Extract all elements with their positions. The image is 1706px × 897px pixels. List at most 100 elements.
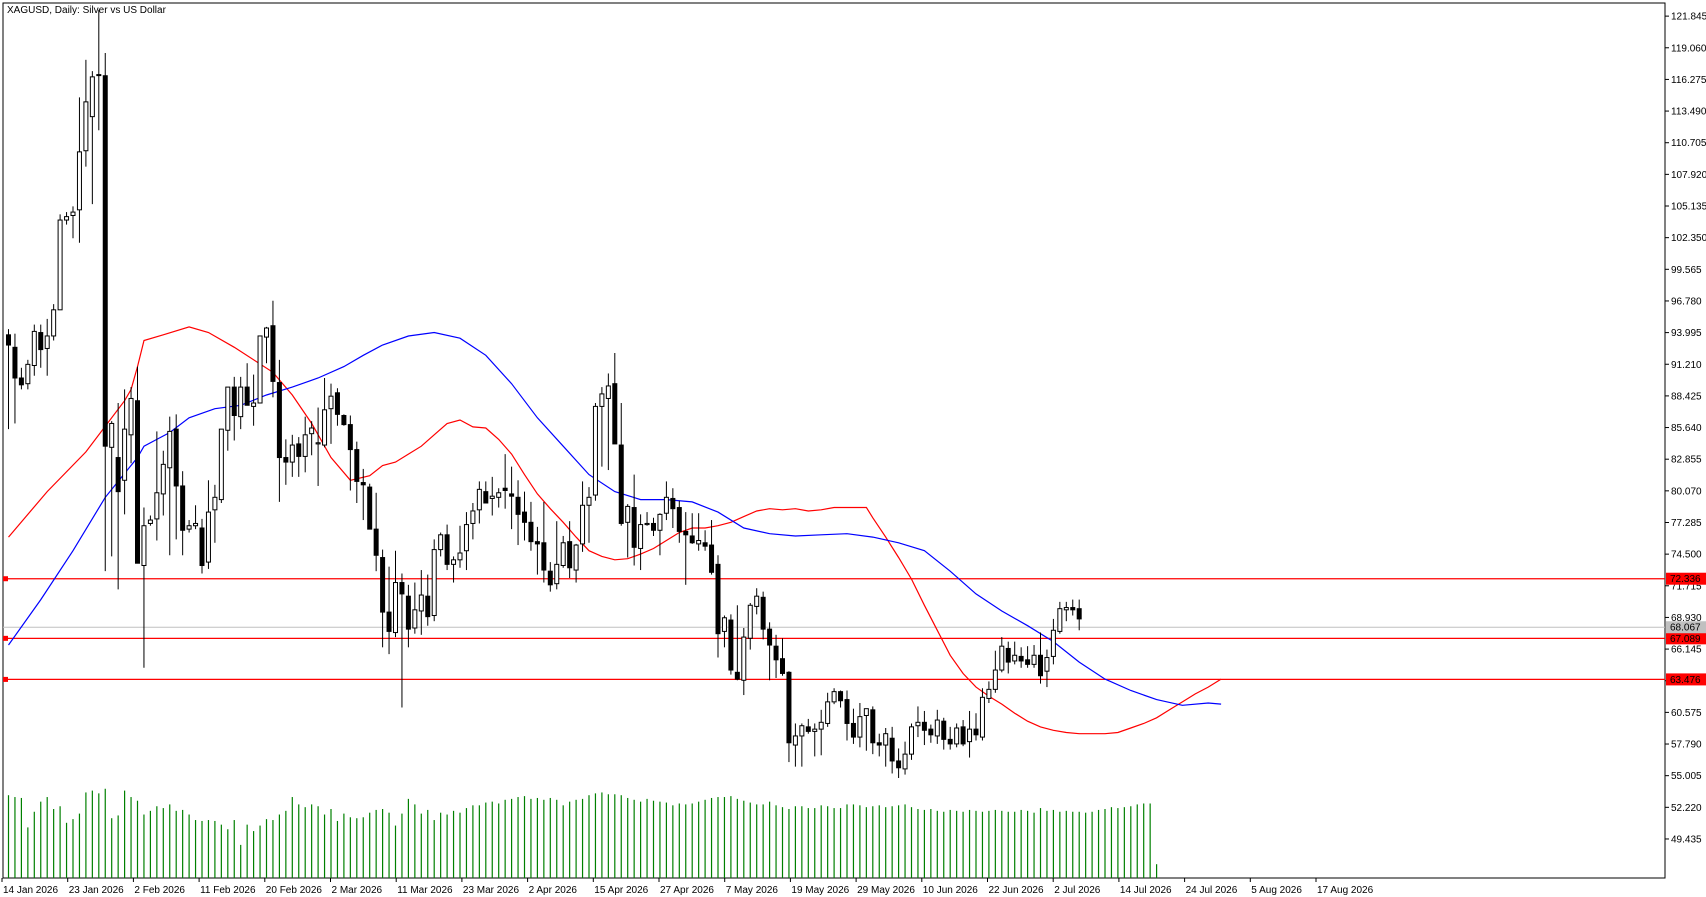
candle-bull: [70, 211, 76, 217]
candle-bull: [638, 524, 644, 549]
candle-bear: [509, 493, 515, 497]
candle-bull: [857, 716, 863, 738]
candle-bull: [167, 430, 173, 469]
x-tick-label: 23 Jan 2026: [69, 885, 124, 896]
candle-bull: [1012, 654, 1018, 662]
candle-bear: [1025, 659, 1031, 665]
candle-bull: [57, 219, 63, 311]
candle-bull: [986, 688, 992, 699]
candle-bear: [683, 530, 689, 536]
candle-bull: [496, 492, 502, 498]
candle-bear: [522, 511, 527, 523]
candle-bull: [257, 335, 263, 404]
x-tick-label: 27 Apr 2026: [660, 885, 714, 896]
candle-bear: [1005, 647, 1011, 663]
candle-bull: [812, 728, 818, 732]
price-level-lines[interactable]: 72.336 67.089 63.476 68.067: [3, 572, 1706, 686]
candle-bear: [734, 671, 740, 680]
candle-bull: [754, 595, 760, 607]
y-tick-label: 57.790: [1671, 740, 1702, 751]
candle-bear: [115, 457, 121, 493]
candle-bull: [393, 582, 398, 634]
candle-bear: [960, 726, 966, 745]
candle-bull: [909, 726, 914, 755]
price-level-tag: [1666, 572, 1706, 585]
candle-bull: [476, 488, 482, 511]
candle-bull: [302, 434, 308, 457]
candle-bear: [405, 595, 411, 630]
candle-bear: [386, 611, 392, 632]
x-tick-label: 2 Mar 2026: [332, 885, 383, 896]
candle-bull: [322, 409, 328, 446]
candle-bull: [792, 735, 798, 746]
candle-bull: [644, 522, 650, 526]
candle-bear: [1070, 607, 1076, 611]
candle-bear: [715, 563, 721, 635]
candle-bull: [741, 636, 747, 681]
candle-bull: [825, 701, 831, 724]
x-tick-label: 7 May 2026: [726, 885, 779, 896]
candle-bear: [276, 382, 282, 459]
candle-bear: [850, 722, 856, 738]
y-tick-label: 74.500: [1671, 550, 1702, 561]
candle-bull: [463, 524, 469, 552]
chart-title: XAGUSD, Daily: Silver vs US Dollar: [7, 5, 167, 16]
y-tick-label: 60.575: [1671, 708, 1702, 719]
candle-bear: [135, 400, 140, 564]
candle-bull: [412, 609, 418, 629]
candle-bear: [425, 595, 431, 618]
candle-bull: [238, 386, 244, 418]
candle-bear: [889, 737, 895, 762]
x-tick-label: 2 Jul 2026: [1054, 885, 1101, 896]
candle-bear: [928, 728, 934, 736]
candle-bear: [534, 541, 540, 545]
price-axis[interactable]: 121.845 119.060 116.275 113.490 110.705 107.9…: [1665, 12, 1706, 846]
candle-bear: [354, 449, 360, 482]
candle-bull: [799, 725, 805, 737]
x-tick-label: 14 Jan 2026: [3, 885, 58, 896]
candle-bull: [902, 753, 908, 770]
candle-bull: [657, 513, 663, 531]
candle-bear: [231, 386, 237, 417]
candle-bull: [431, 549, 437, 616]
x-tick-label: 15 Apr 2026: [594, 885, 648, 896]
candle-bull: [1044, 657, 1050, 672]
candle-bear: [547, 570, 553, 586]
candle-bear: [773, 645, 779, 661]
candle-bull: [586, 496, 592, 506]
candle-bear: [689, 535, 695, 544]
candle-bear: [728, 619, 734, 671]
candle-bull: [818, 721, 824, 730]
candlesticks: [6, 9, 1082, 778]
candle-bear: [18, 377, 24, 386]
candle-bull: [264, 327, 269, 338]
candle-bear: [870, 709, 876, 744]
candle-bull: [663, 496, 669, 514]
plot-area[interactable]: [2, 2, 1666, 879]
x-tick-label: 23 Mar 2026: [463, 885, 520, 896]
candle-bull: [992, 669, 998, 690]
candle-bear: [947, 738, 953, 745]
y-tick-label: 85.640: [1671, 423, 1702, 434]
candle-bear: [921, 721, 927, 731]
y-tick-label: 121.845: [1671, 12, 1706, 23]
time-axis[interactable]: 14 Jan 2026 23 Jan 2026 2 Feb 2026 11 Feb 2…: [1, 878, 1374, 896]
candle-bull: [25, 363, 31, 385]
y-tick-label: 107.920: [1671, 170, 1706, 181]
candle-bull: [560, 542, 566, 566]
ma-long-line: [8, 331, 1222, 706]
x-tick-label: 19 May 2026: [791, 885, 849, 896]
y-tick-label: 119.060: [1671, 43, 1706, 54]
candle-bear: [341, 415, 347, 426]
candle-bull: [470, 510, 476, 524]
x-tick-label: 24 Jul 2026: [1186, 885, 1238, 896]
candle-bear: [844, 699, 850, 724]
candle-bear: [283, 457, 289, 463]
x-tick-label: 11 Feb 2026: [200, 885, 256, 896]
candle-bear: [380, 557, 386, 613]
candle-bear: [618, 444, 624, 524]
candle-bear: [805, 726, 811, 732]
price-level-tag: [1666, 632, 1706, 645]
y-tick-label: 88.425: [1671, 391, 1702, 402]
